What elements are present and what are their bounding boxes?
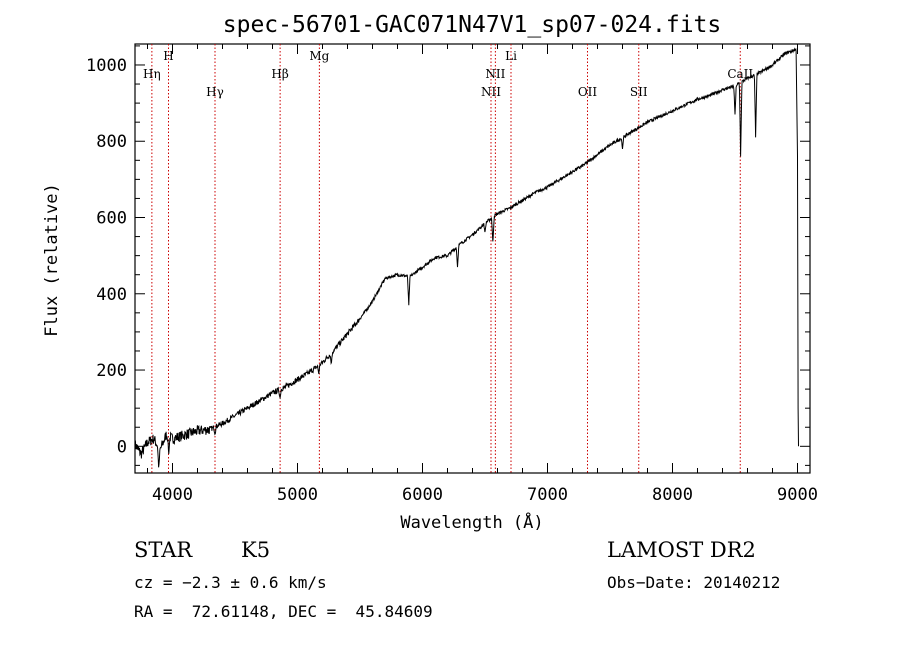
x-tick-label-4: 8000 — [652, 485, 693, 505]
line-label-3: Hβ — [271, 67, 288, 81]
line-label-5: NII — [481, 85, 501, 99]
line-label-7: Li — [505, 49, 517, 63]
y-tick-label-0: 0 — [117, 437, 127, 457]
line-label-10: CaII — [727, 67, 753, 81]
survey-name: LAMOST DR2 — [607, 538, 756, 562]
line-label-9: SII — [630, 85, 648, 99]
observation-date: Obs−Date: 20140212 — [607, 573, 781, 592]
line-label-6: NII — [485, 67, 505, 81]
y-axis-label: Flux (relative) — [42, 183, 62, 337]
x-tick-label-2: 6000 — [402, 485, 443, 505]
plot-frame — [134, 43, 811, 474]
y-tick-label-4: 800 — [96, 132, 127, 152]
object-class: STAR — [134, 538, 193, 562]
x-tick-label-3: 7000 — [527, 485, 568, 505]
line-label-0: Hη — [143, 67, 161, 81]
y-tick-label-5: 1000 — [86, 56, 127, 76]
y-tick-label-1: 200 — [96, 361, 127, 381]
x-tick-label-1: 5000 — [277, 485, 318, 505]
line-label-8: OII — [578, 85, 598, 99]
line-label-4: Mg — [309, 49, 329, 63]
line-label-2: Hγ — [206, 85, 224, 99]
coordinates: RA = 72.61148, DEC = 45.84609 — [134, 602, 433, 621]
x-tick-label-5: 9000 — [777, 485, 818, 505]
spectrum-series — [134, 47, 799, 468]
x-axis-label: Wavelength (Å) — [400, 511, 543, 533]
spectral-subclass: K5 — [241, 538, 271, 562]
axis-ticks: 4000 5000 6000 7000 8000 9000 0 200 400 600 800 100… — [86, 44, 818, 505]
y-tick-label-3: 600 — [96, 209, 127, 229]
x-tick-label-0: 4000 — [152, 485, 193, 505]
spectrum-line — [134, 47, 799, 468]
chart-title: spec-56701-GAC071N47V1_sp07-024.fits — [223, 12, 722, 38]
line-label-1: H — [163, 49, 173, 63]
y-tick-label-2: 400 — [96, 285, 127, 305]
radial-velocity: cz = −2.3 ± 0.6 km/s — [134, 573, 327, 592]
